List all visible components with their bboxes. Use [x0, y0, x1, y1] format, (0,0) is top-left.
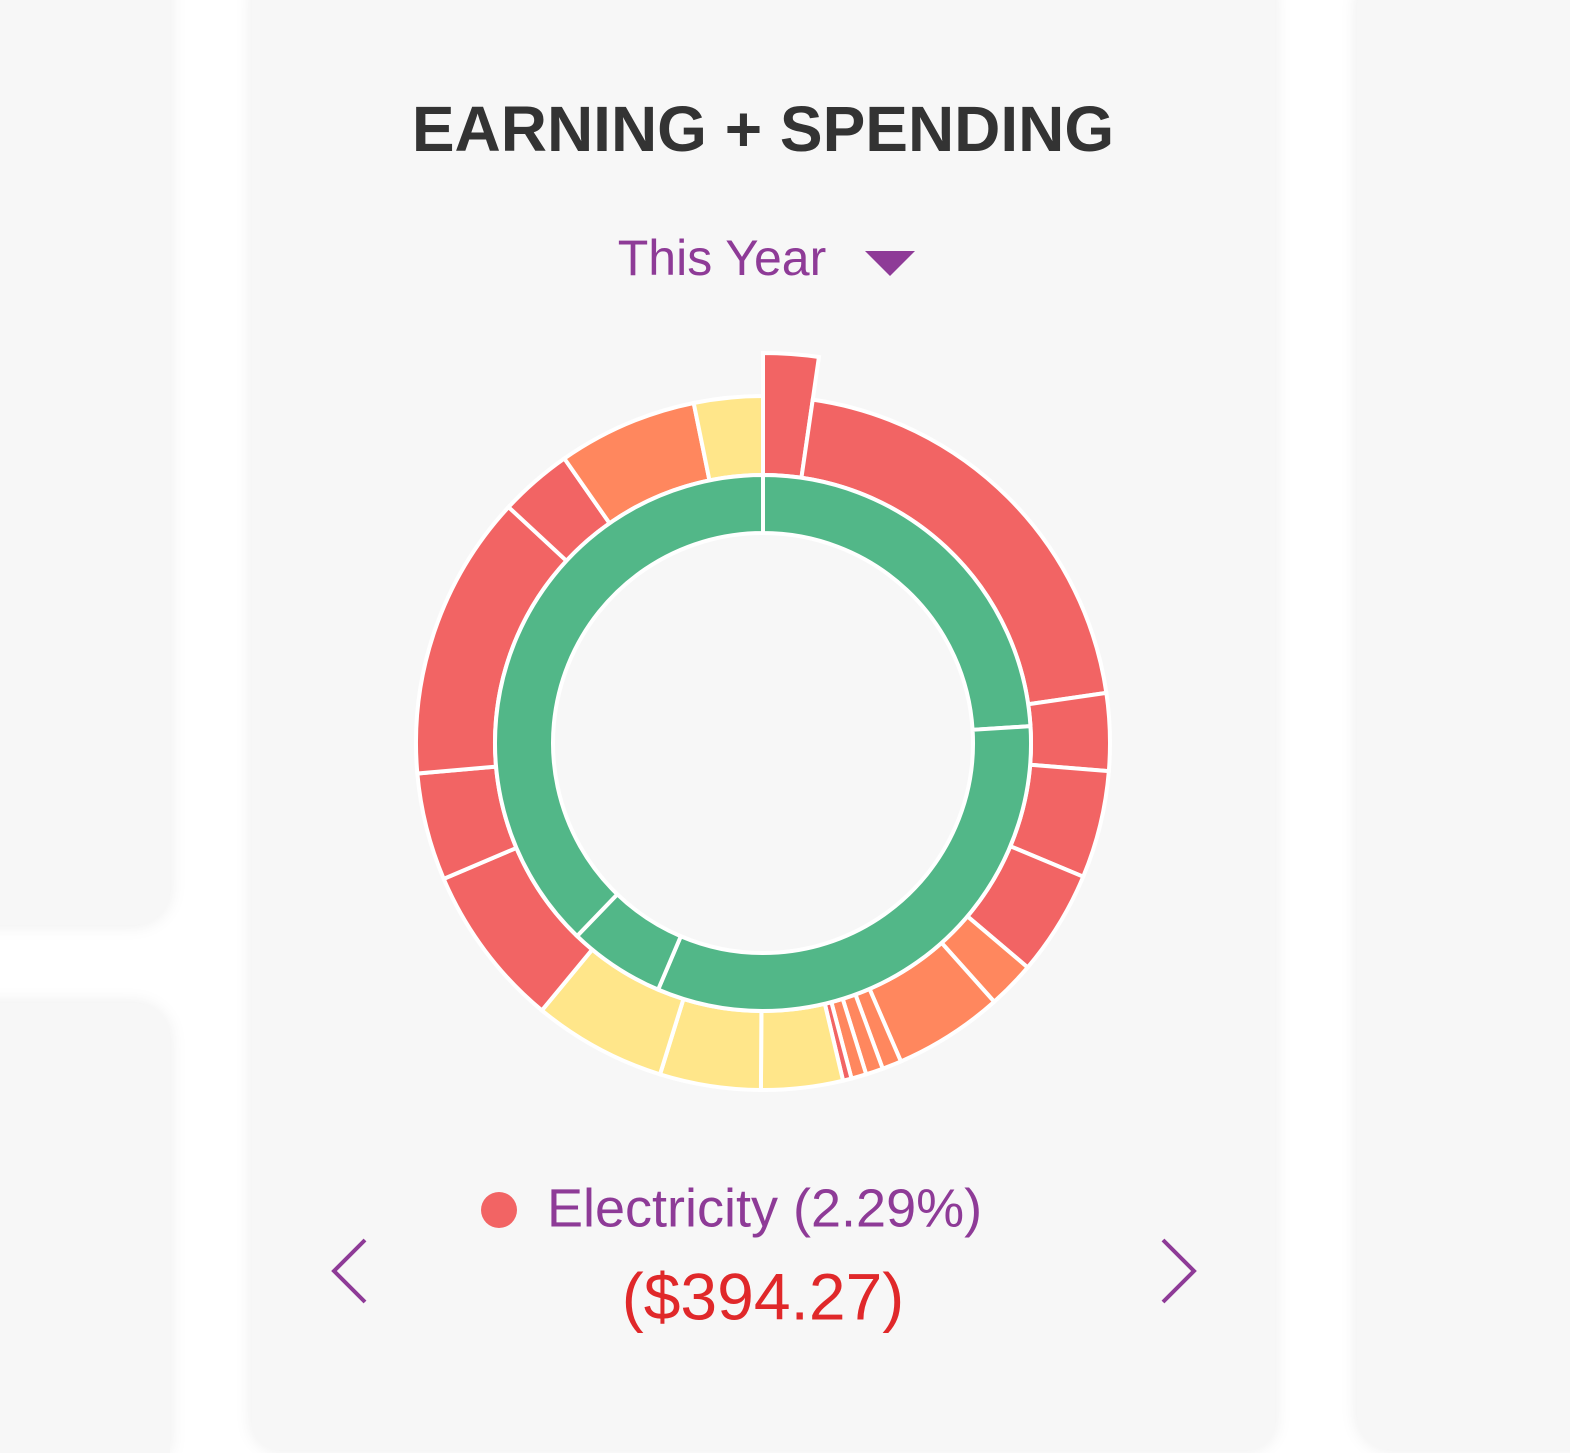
legend-dot: [481, 1192, 517, 1228]
title: EARNING + SPENDING: [412, 93, 1114, 165]
prev-button[interactable]: [331, 1238, 367, 1304]
earning-segment[interactable]: [493, 472, 765, 939]
side-card: [0, 0, 170, 925]
selected-label: Electricity (2.29%): [547, 1178, 982, 1238]
side-card: [1357, 0, 1570, 1450]
page: EARNING + SPENDING This Year Electricity…: [0, 0, 1197, 1334]
donut: [414, 350, 1112, 1093]
side-card: [0, 1003, 170, 1453]
dropdown-arrow[interactable]: [865, 251, 915, 276]
period-label[interactable]: This Year: [618, 230, 826, 286]
selected-amount: ($394.27): [622, 1259, 905, 1333]
chart: EARNING + SPENDING This Year Electricity…: [331, 93, 1197, 1333]
spending-segment[interactable]: [1025, 690, 1112, 774]
period-dropdown[interactable]: This Year: [618, 230, 915, 286]
next-button[interactable]: [1161, 1238, 1197, 1304]
